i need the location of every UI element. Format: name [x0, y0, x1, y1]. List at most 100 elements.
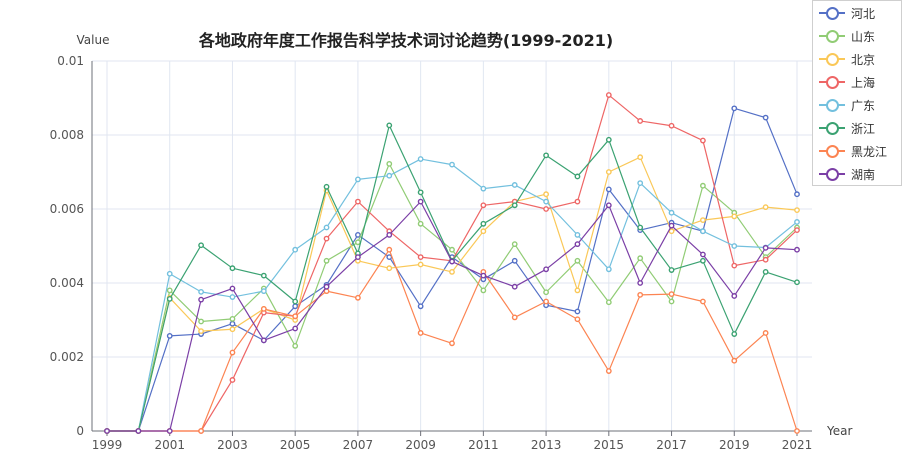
data-point[interactable] — [607, 300, 611, 304]
data-point[interactable] — [732, 214, 736, 218]
data-point[interactable] — [262, 338, 266, 342]
data-point[interactable] — [168, 429, 172, 433]
data-point[interactable] — [701, 259, 705, 263]
data-point[interactable] — [230, 286, 234, 290]
legend-item[interactable]: 北京 — [819, 49, 875, 69]
data-point[interactable] — [669, 299, 673, 303]
data-point[interactable] — [418, 262, 422, 266]
data-point[interactable] — [638, 256, 642, 260]
data-point[interactable] — [575, 317, 579, 321]
data-point[interactable] — [795, 228, 799, 232]
data-point[interactable] — [293, 248, 297, 252]
data-point[interactable] — [324, 285, 328, 289]
data-point[interactable] — [544, 207, 548, 211]
data-point[interactable] — [607, 170, 611, 174]
data-point[interactable] — [481, 273, 485, 277]
data-point[interactable] — [638, 281, 642, 285]
data-point[interactable] — [481, 229, 485, 233]
data-point[interactable] — [607, 369, 611, 373]
data-point[interactable] — [513, 242, 517, 246]
data-point[interactable] — [513, 183, 517, 187]
data-point[interactable] — [418, 304, 422, 308]
data-point[interactable] — [324, 259, 328, 263]
data-point[interactable] — [513, 285, 517, 289]
data-point[interactable] — [701, 218, 705, 222]
data-point[interactable] — [387, 162, 391, 166]
data-point[interactable] — [481, 203, 485, 207]
data-point[interactable] — [293, 314, 297, 318]
data-point[interactable] — [701, 183, 705, 187]
data-point[interactable] — [199, 243, 203, 247]
data-point[interactable] — [575, 174, 579, 178]
data-point[interactable] — [293, 299, 297, 303]
data-point[interactable] — [763, 331, 767, 335]
data-point[interactable] — [230, 350, 234, 354]
legend-item[interactable]: 湖南 — [819, 164, 875, 184]
data-point[interactable] — [669, 223, 673, 227]
data-point[interactable] — [387, 174, 391, 178]
legend-item[interactable]: 山东 — [819, 26, 875, 46]
data-point[interactable] — [136, 429, 140, 433]
data-point[interactable] — [638, 225, 642, 229]
data-point[interactable] — [669, 211, 673, 215]
data-point[interactable] — [387, 248, 391, 252]
data-point[interactable] — [795, 192, 799, 196]
data-point[interactable] — [293, 304, 297, 308]
data-point[interactable] — [324, 236, 328, 240]
data-point[interactable] — [481, 288, 485, 292]
data-point[interactable] — [795, 208, 799, 212]
data-point[interactable] — [732, 244, 736, 248]
data-point[interactable] — [262, 273, 266, 277]
data-point[interactable] — [230, 327, 234, 331]
data-point[interactable] — [638, 155, 642, 159]
data-point[interactable] — [795, 220, 799, 224]
data-point[interactable] — [387, 266, 391, 270]
data-point[interactable] — [418, 255, 422, 259]
data-point[interactable] — [450, 162, 454, 166]
data-point[interactable] — [544, 199, 548, 203]
data-point[interactable] — [356, 255, 360, 259]
data-point[interactable] — [732, 359, 736, 363]
data-point[interactable] — [356, 296, 360, 300]
data-point[interactable] — [450, 270, 454, 274]
data-point[interactable] — [168, 297, 172, 301]
data-point[interactable] — [450, 259, 454, 263]
data-point[interactable] — [575, 242, 579, 246]
data-point[interactable] — [262, 289, 266, 293]
data-point[interactable] — [575, 233, 579, 237]
data-point[interactable] — [262, 307, 266, 311]
data-point[interactable] — [513, 315, 517, 319]
data-point[interactable] — [638, 181, 642, 185]
data-point[interactable] — [763, 257, 767, 261]
data-point[interactable] — [418, 190, 422, 194]
data-point[interactable] — [199, 329, 203, 333]
data-point[interactable] — [795, 429, 799, 433]
data-point[interactable] — [230, 317, 234, 321]
data-point[interactable] — [418, 199, 422, 203]
data-point[interactable] — [481, 222, 485, 226]
data-point[interactable] — [356, 240, 360, 244]
data-point[interactable] — [418, 157, 422, 161]
data-point[interactable] — [199, 290, 203, 294]
data-point[interactable] — [387, 255, 391, 259]
data-point[interactable] — [168, 334, 172, 338]
data-point[interactable] — [732, 263, 736, 267]
legend-item[interactable]: 浙江 — [819, 118, 875, 138]
data-point[interactable] — [607, 267, 611, 271]
data-point[interactable] — [575, 259, 579, 263]
data-point[interactable] — [607, 203, 611, 207]
data-point[interactable] — [450, 341, 454, 345]
data-point[interactable] — [763, 205, 767, 209]
data-point[interactable] — [230, 378, 234, 382]
data-point[interactable] — [669, 292, 673, 296]
data-point[interactable] — [199, 319, 203, 323]
data-point[interactable] — [795, 248, 799, 252]
data-point[interactable] — [701, 299, 705, 303]
data-point[interactable] — [324, 185, 328, 189]
legend-item[interactable]: 黑龙江 — [819, 141, 887, 161]
data-point[interactable] — [607, 93, 611, 97]
data-point[interactable] — [763, 270, 767, 274]
data-point[interactable] — [199, 429, 203, 433]
data-point[interactable] — [324, 225, 328, 229]
data-point[interactable] — [763, 115, 767, 119]
